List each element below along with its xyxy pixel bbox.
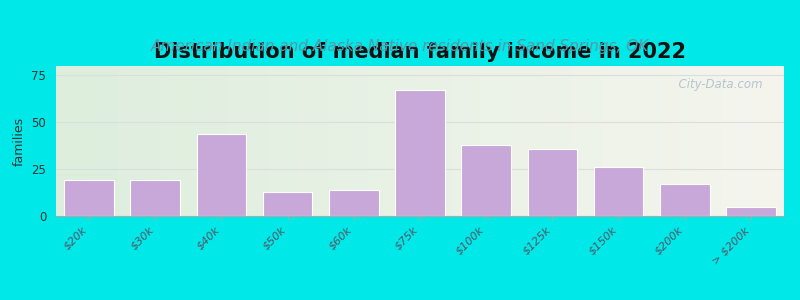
Bar bbox=[726, 207, 776, 216]
Bar bbox=[64, 180, 114, 216]
Bar bbox=[462, 145, 511, 216]
Bar bbox=[130, 180, 180, 216]
Bar bbox=[197, 134, 246, 216]
Bar bbox=[329, 190, 378, 216]
Bar bbox=[594, 167, 643, 216]
Title: Distribution of median family income in 2022: Distribution of median family income in … bbox=[154, 42, 686, 62]
Bar bbox=[660, 184, 710, 216]
Bar bbox=[395, 90, 445, 216]
Y-axis label: families: families bbox=[13, 116, 26, 166]
Text: American Indian and Alaska Native residents in Sand Springs, OK: American Indian and Alaska Native reside… bbox=[151, 39, 649, 54]
Bar bbox=[263, 192, 313, 216]
Bar bbox=[527, 148, 577, 216]
Text: City-Data.com: City-Data.com bbox=[670, 78, 762, 91]
